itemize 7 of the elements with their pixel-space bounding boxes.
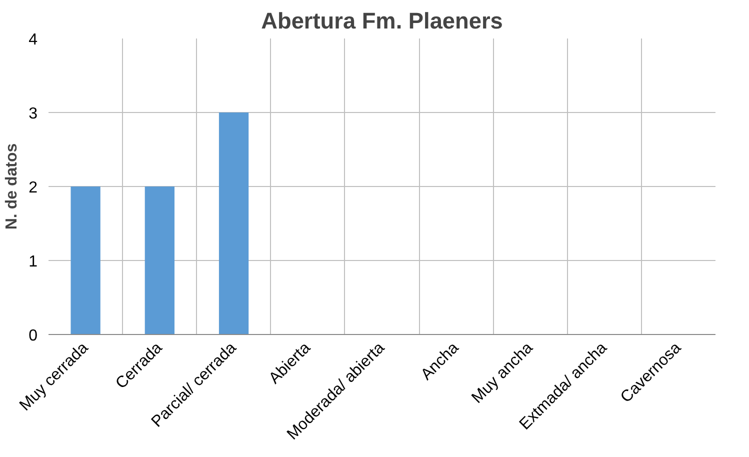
- chart-title: Abertura Fm. Plaeners: [261, 8, 503, 34]
- y-tick-label: 1: [28, 254, 38, 270]
- y-axis-title: N. de datos: [4, 143, 21, 230]
- y-tick-label: 0: [28, 328, 38, 344]
- y-tick-label: 3: [28, 106, 38, 122]
- y-tick-label: 2: [28, 180, 38, 196]
- y-tick-label: 4: [28, 32, 38, 48]
